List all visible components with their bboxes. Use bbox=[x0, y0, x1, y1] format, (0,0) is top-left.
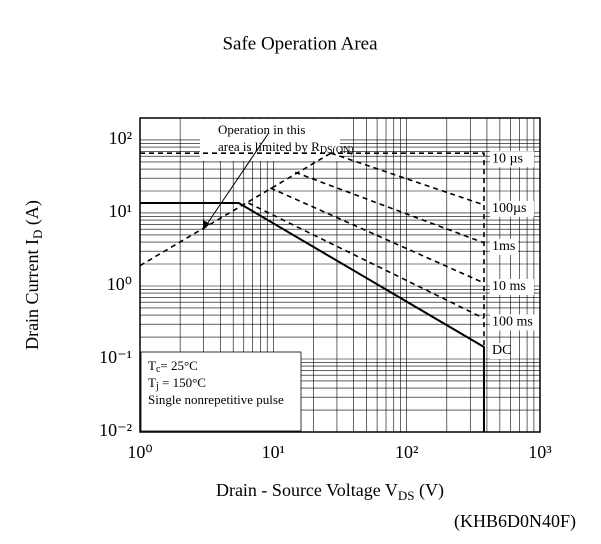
x-tick-label: 10² bbox=[395, 442, 418, 462]
series-label: 1ms bbox=[492, 239, 515, 254]
x-label-run: (V) bbox=[415, 480, 445, 501]
series-label: DC bbox=[492, 343, 511, 358]
label-bg bbox=[489, 278, 534, 295]
y-tick-label: 10² bbox=[109, 128, 132, 148]
x-tick-label: 10⁰ bbox=[127, 442, 152, 462]
series-line bbox=[140, 152, 485, 347]
plot-frame bbox=[139, 117, 541, 433]
series-line bbox=[270, 187, 485, 284]
note-run: j bbox=[155, 381, 159, 392]
y-label-run: Drain Current I bbox=[22, 239, 42, 350]
y-axis-label: Drain Current ID (A) bbox=[22, 200, 45, 350]
annotation: area is limited by RDS(ON) bbox=[218, 139, 354, 156]
note-run: T bbox=[148, 375, 156, 390]
annotation-arrow bbox=[202, 133, 269, 231]
x-tick-label: 10¹ bbox=[262, 442, 285, 462]
annotation-sub: DS(ON) bbox=[320, 145, 354, 156]
y-tick-label: 10⁻² bbox=[99, 420, 132, 440]
label-bg bbox=[489, 238, 518, 255]
label-bg bbox=[489, 200, 534, 217]
note: Tj = 150°C bbox=[148, 375, 206, 392]
label-bg bbox=[489, 342, 510, 359]
note-run: c bbox=[156, 364, 161, 375]
chart-title: Safe Operation Area bbox=[222, 33, 378, 54]
series-label: 100µs bbox=[492, 201, 527, 216]
limit-line bbox=[139, 152, 332, 267]
label-bg bbox=[489, 314, 542, 331]
annotation: Operation in this bbox=[218, 122, 305, 137]
note-run: = 25°C bbox=[160, 358, 197, 373]
annotation-text: area is limited by R bbox=[218, 139, 320, 154]
note-run: T bbox=[148, 358, 156, 373]
label-bg bbox=[489, 151, 534, 168]
arrow-head bbox=[203, 220, 210, 230]
series-label: 100 ms bbox=[492, 315, 533, 330]
x-label-run: Drain - Source Voltage V bbox=[216, 480, 398, 500]
series-label: 10 µs bbox=[492, 151, 523, 166]
series-line bbox=[248, 202, 485, 320]
series-line bbox=[140, 202, 485, 432]
annotation-box bbox=[200, 119, 340, 161]
note: Single nonrepetitive pulse bbox=[148, 392, 284, 407]
y-tick-label: 10¹ bbox=[109, 201, 132, 221]
y-tick-label: 10⁰ bbox=[107, 274, 132, 294]
note-run: Single nonrepetitive pulse bbox=[148, 392, 284, 407]
y-label-run: D bbox=[30, 230, 45, 239]
note: Tc= 25°C bbox=[148, 358, 198, 375]
part-number: (KHB6D0N40F) bbox=[454, 511, 576, 532]
y-tick-label: 10⁻¹ bbox=[99, 347, 132, 367]
x-axis-label: Drain - Source Voltage VDS (V) bbox=[216, 480, 444, 503]
note-run: = 150°C bbox=[159, 375, 206, 390]
notes-box bbox=[140, 351, 302, 432]
series-label: 10 ms bbox=[492, 279, 526, 294]
y-label-run: (A) bbox=[22, 200, 43, 230]
series-line bbox=[294, 171, 485, 244]
x-label-run: DS bbox=[398, 488, 415, 503]
x-tick-label: 10³ bbox=[528, 442, 552, 462]
